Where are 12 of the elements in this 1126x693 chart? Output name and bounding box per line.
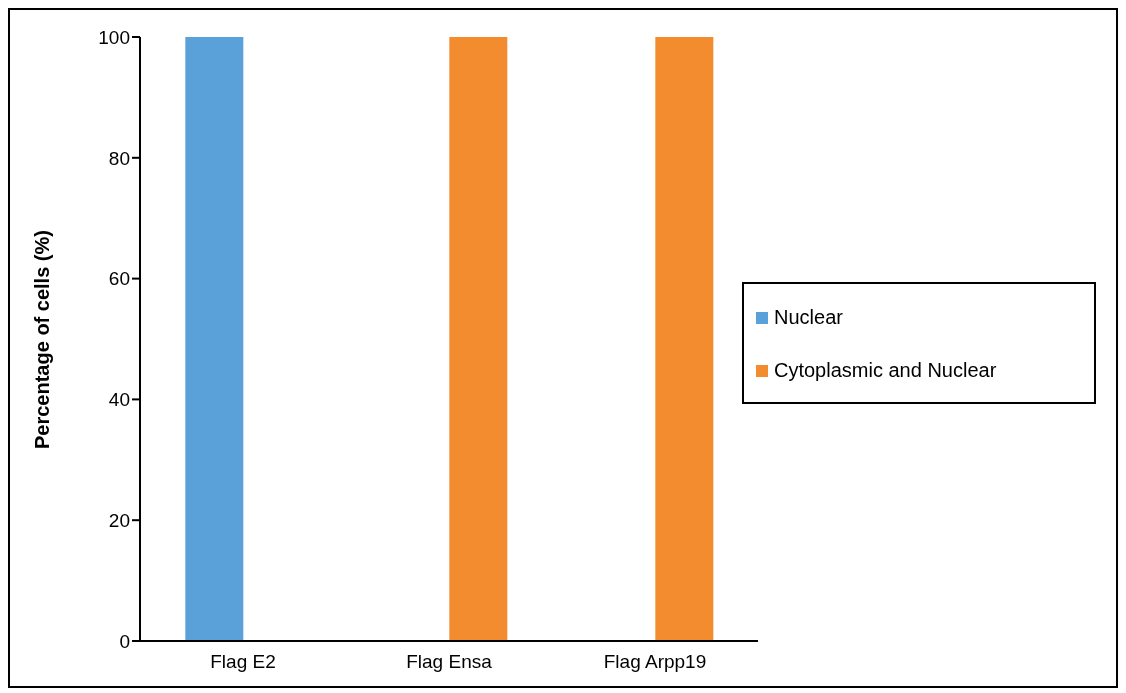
x-tick-label: Flag E2 xyxy=(210,651,276,673)
y-tick-label: 100 xyxy=(98,26,130,48)
legend-label: Nuclear xyxy=(774,306,843,329)
y-axis-title: Percentage of cells (%) xyxy=(31,230,54,449)
y-tick-label: 80 xyxy=(108,147,130,169)
x-tick-label: Flag Ensa xyxy=(406,651,493,673)
x-tick-label: Flag Arpp19 xyxy=(603,651,707,673)
y-tick-label: 20 xyxy=(108,509,130,531)
y-tick-label: 60 xyxy=(108,268,130,290)
y-tick-label: 40 xyxy=(108,389,130,411)
y-tick-label: 0 xyxy=(119,630,130,652)
legend-label: Cytoplasmic and Nuclear xyxy=(774,359,997,382)
